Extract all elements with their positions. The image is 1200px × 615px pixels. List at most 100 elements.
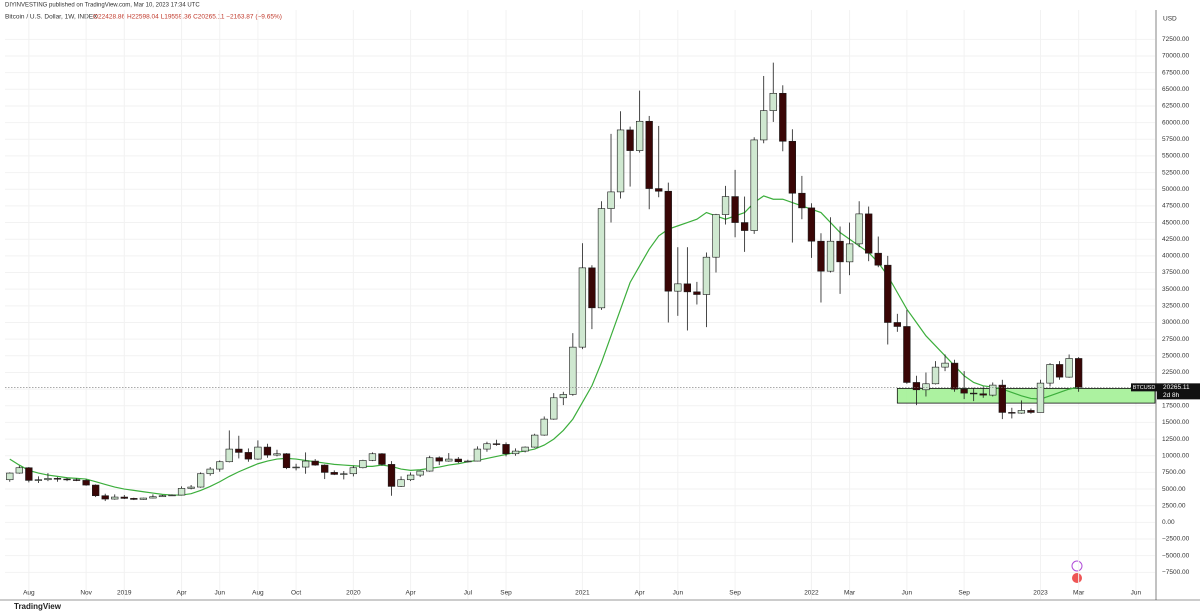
candle-body (941, 362, 949, 368)
candle-body (483, 443, 491, 450)
candle-body (206, 468, 214, 475)
candle-body (216, 461, 224, 470)
candle-body (349, 467, 357, 475)
symbol-tag-text: BTCUSD (1133, 385, 1156, 391)
y-tick-label: 32500.00 (1162, 303, 1189, 310)
candle-body (130, 498, 138, 500)
candle-body (865, 213, 873, 254)
candle-body (826, 240, 835, 272)
candle-body (139, 497, 148, 500)
candle-body (588, 267, 596, 309)
support-zone (896, 388, 1156, 404)
x-tick-label: Sep (729, 590, 741, 597)
x-tick-label: Oct (291, 590, 301, 597)
y-tick-label: 55000.00 (1162, 153, 1189, 160)
candle-body (292, 466, 300, 469)
candle-body (550, 397, 558, 420)
candle-body (63, 478, 71, 481)
candle-body (378, 453, 386, 465)
candle-body (1017, 410, 1026, 414)
candle-body (903, 326, 911, 383)
candle-body (197, 473, 205, 488)
y-tick-label: 27500.00 (1162, 336, 1189, 343)
y-tick-label: 10000.00 (1162, 452, 1189, 459)
candle-body (464, 460, 472, 463)
candle-body (397, 479, 405, 487)
y-tick-label: 70000.00 (1162, 53, 1189, 60)
x-tick-label: Aug (23, 590, 35, 597)
y-tick-label: 72500.00 (1162, 36, 1189, 43)
event-icon[interactable] (1072, 573, 1082, 583)
candle-body (321, 464, 329, 473)
candle-body (931, 366, 940, 385)
candle-body (960, 388, 968, 394)
candle-body (53, 478, 62, 480)
candle-body (702, 256, 711, 295)
candle-body (1075, 358, 1083, 388)
candle-body (502, 444, 510, 455)
candle-body (15, 467, 23, 474)
candle-body (511, 450, 520, 455)
candle-body (1055, 364, 1064, 378)
candle-body (1027, 410, 1035, 413)
candle-body (979, 393, 987, 396)
candle-body (674, 283, 682, 292)
x-tick-label: Sep (500, 590, 512, 597)
candle-body (416, 470, 424, 476)
x-tick-label: 2021 (575, 590, 590, 597)
candle-body (569, 346, 577, 395)
y-tick-label: 2500.00 (1162, 502, 1186, 509)
y-tick-label: 15000.00 (1162, 419, 1189, 426)
candle-body (1046, 364, 1054, 384)
candle-body (817, 240, 825, 272)
y-tick-label: 52500.00 (1162, 169, 1189, 176)
candle-body (712, 214, 720, 258)
y-tick-label: −2500.00 (1162, 536, 1190, 543)
candle-body (998, 384, 1006, 413)
candle-body (645, 120, 653, 189)
candle-body (912, 382, 921, 391)
candle-body (893, 322, 901, 327)
candle-body (282, 453, 291, 469)
candle-body (263, 446, 272, 456)
candle-body (92, 484, 100, 497)
y-tick-label: 17500.00 (1162, 402, 1189, 409)
candle-body (492, 443, 501, 445)
candle-body (559, 394, 567, 399)
y-tick-label: 67500.00 (1162, 69, 1189, 76)
y-tick-label: 12500.00 (1162, 436, 1189, 443)
y-tick-label: 35000.00 (1162, 286, 1189, 293)
candle-body (44, 478, 52, 481)
ohlc-legend: O22428.86 H22598.04 L19559.36 C20265.11 … (93, 14, 282, 21)
x-tick-label: 2023 (1033, 590, 1048, 597)
candle-body (922, 383, 930, 391)
candle-body (406, 474, 415, 481)
candle-body (454, 458, 462, 463)
x-tick-label: 2019 (117, 590, 132, 597)
candle-body (798, 192, 806, 209)
candle-body (655, 188, 663, 192)
candle-body (1036, 382, 1045, 413)
candle-body (531, 434, 539, 448)
x-tick-label: Aug (252, 590, 264, 597)
candle-body (225, 448, 233, 463)
candle-body (693, 291, 701, 295)
candle-body (636, 120, 644, 151)
candle-body (301, 460, 310, 468)
y-tick-label: 25000.00 (1162, 353, 1189, 360)
candle-body (950, 362, 959, 390)
candle-body (111, 496, 119, 500)
candle-body (120, 496, 128, 499)
x-tick-label: Jun (214, 590, 225, 597)
candle-body (101, 495, 109, 500)
y-tick-label: 30000.00 (1162, 319, 1189, 326)
candle-body (359, 460, 367, 469)
y-tick-label: 7500.00 (1162, 469, 1186, 476)
candle-body (82, 480, 90, 486)
candle-body (845, 243, 854, 263)
candle-body (34, 479, 43, 481)
event-icon[interactable] (1071, 560, 1083, 572)
x-tick-label: 2022 (804, 590, 819, 597)
candle-body (884, 264, 892, 323)
